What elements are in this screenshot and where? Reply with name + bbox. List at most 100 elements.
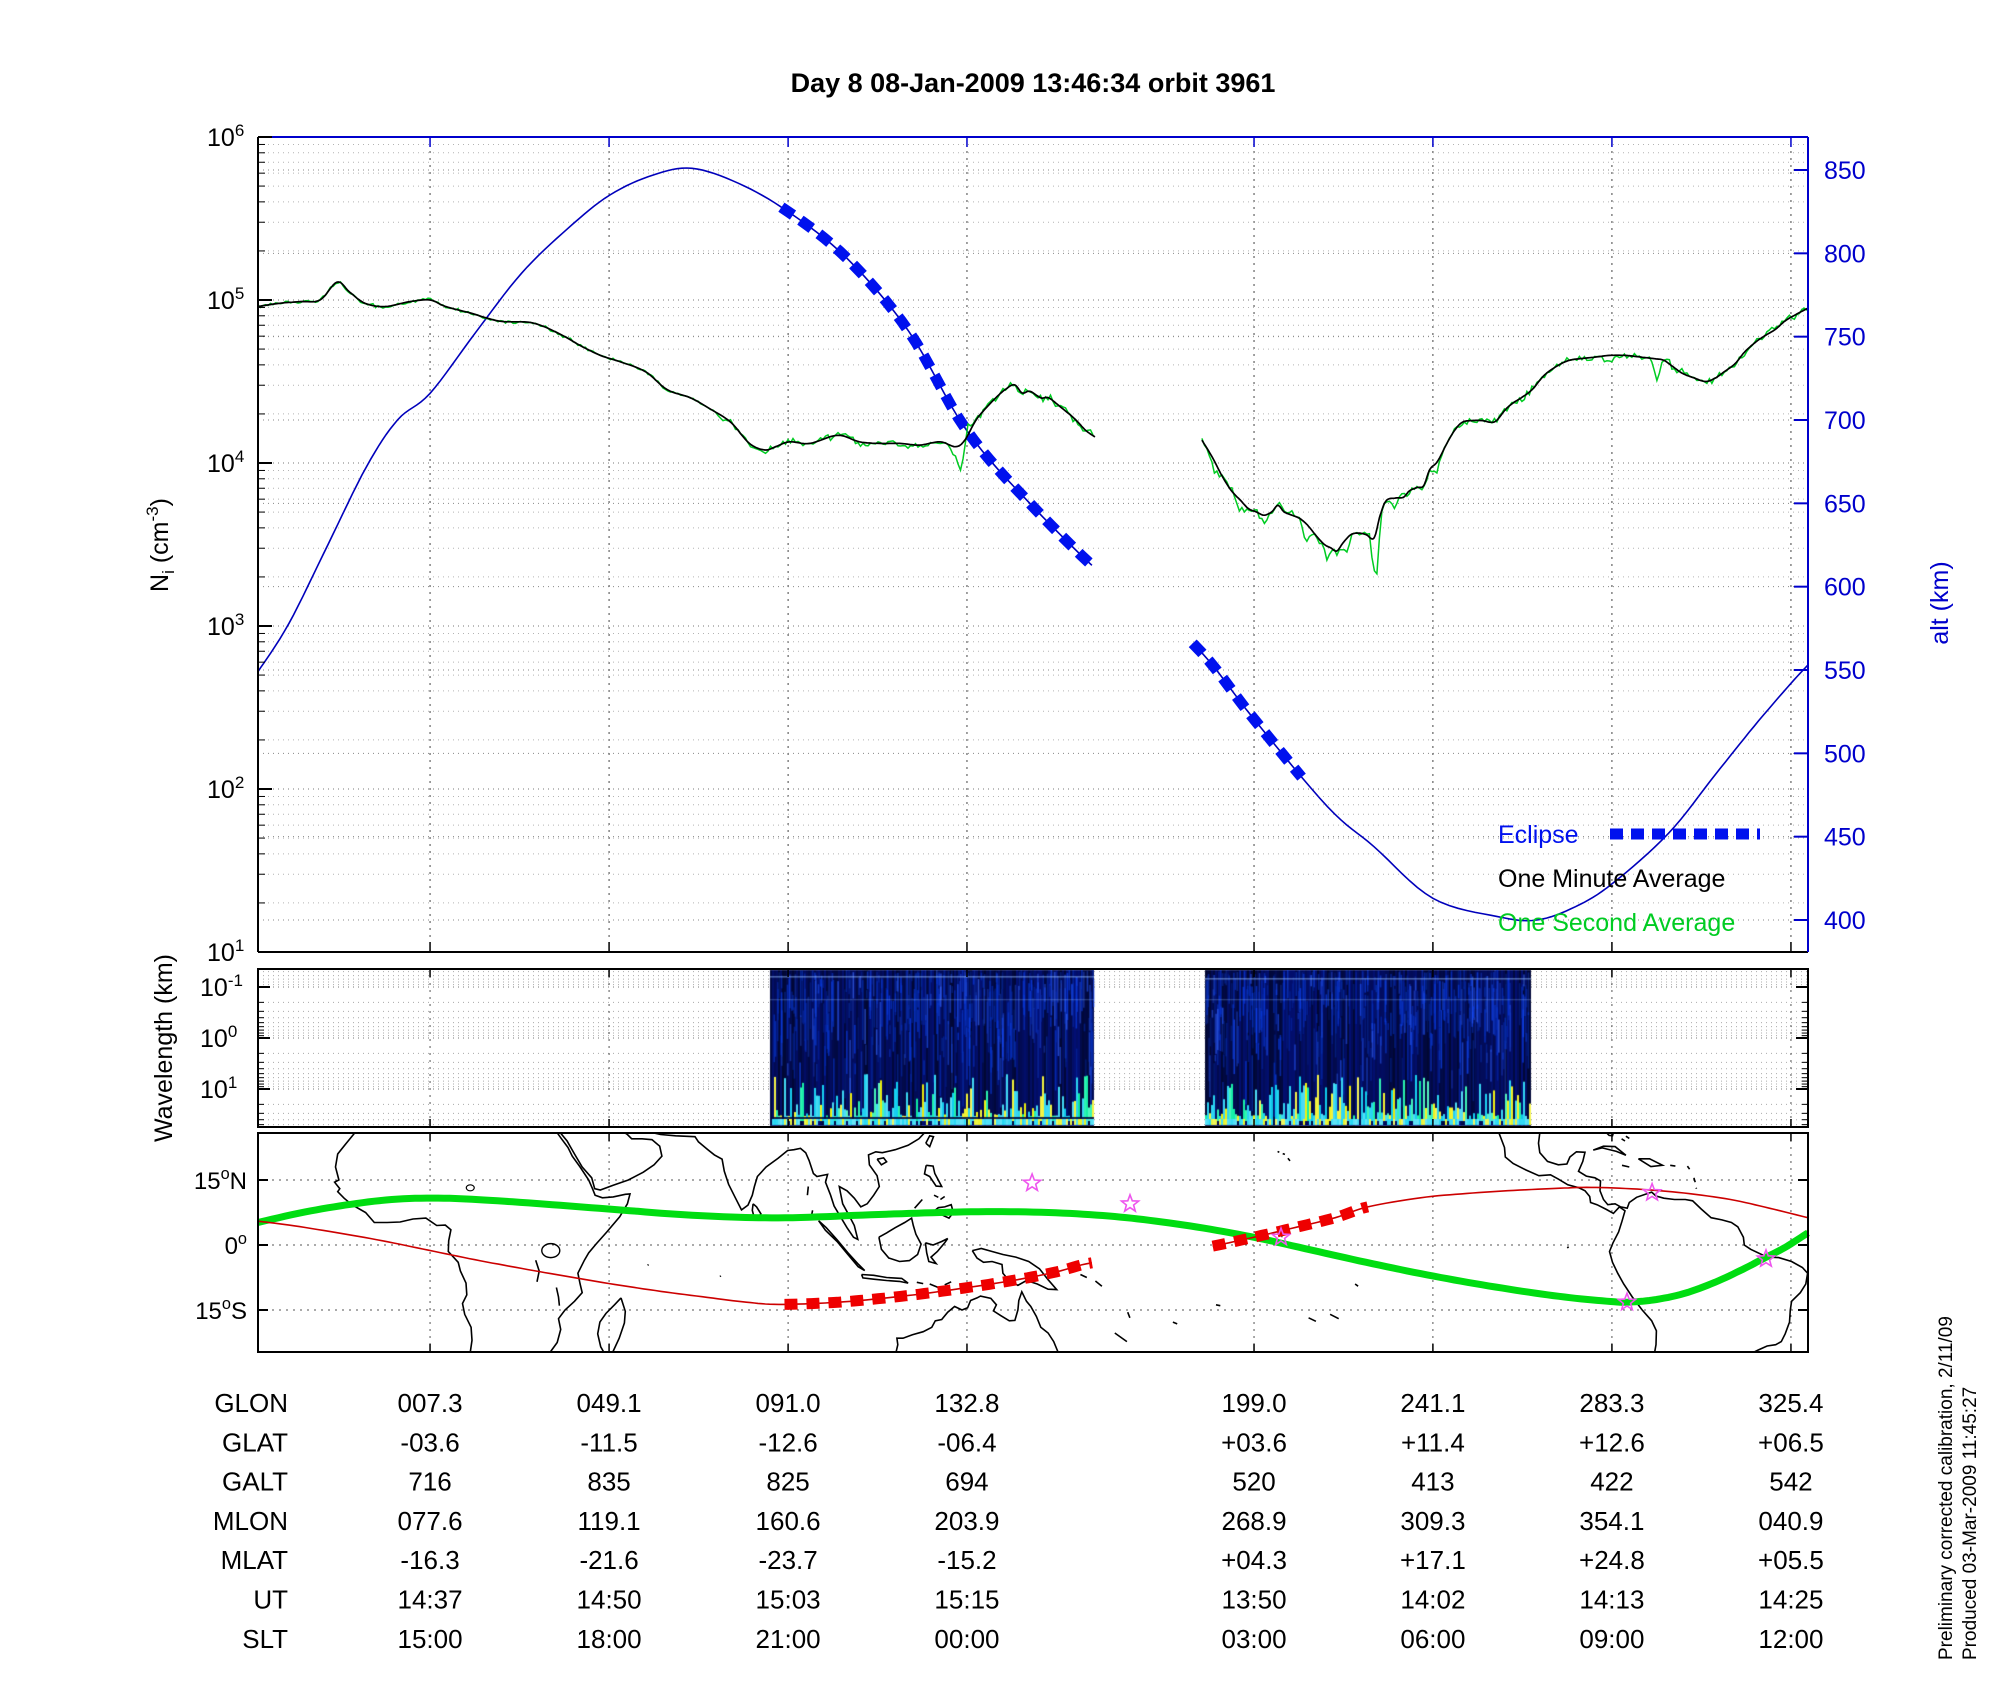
coastline bbox=[806, 1186, 810, 1196]
density-ytick-label: 106 bbox=[207, 121, 244, 152]
produced-note: Produced 03-Mar-2009 11:45:27 bbox=[1960, 1387, 1981, 1660]
coastline bbox=[878, 1216, 922, 1263]
map-lat-label: 15oS bbox=[195, 1295, 247, 1325]
table-cell: 15:15 bbox=[934, 1585, 999, 1615]
coastline bbox=[555, 1287, 561, 1306]
coastline bbox=[1637, 1158, 1666, 1168]
table-cell: 268.9 bbox=[1221, 1506, 1286, 1536]
coastline bbox=[1625, 1135, 1630, 1140]
coastline bbox=[1566, 1246, 1570, 1249]
table-cell: 091.0 bbox=[756, 1388, 821, 1418]
map-lat-label: 0o bbox=[225, 1230, 247, 1260]
coastline bbox=[719, 1275, 722, 1278]
coastline bbox=[1287, 1157, 1291, 1162]
ground-station-star bbox=[1021, 1171, 1043, 1193]
magnetic-equator-track bbox=[257, 1194, 1810, 1306]
eclipse-marker-curve bbox=[778, 202, 1096, 570]
coastline bbox=[1080, 1273, 1088, 1279]
table-cell: +12.6 bbox=[1579, 1427, 1645, 1457]
table-cell: 203.9 bbox=[934, 1506, 999, 1536]
map-lat-label: 15oN bbox=[194, 1165, 247, 1195]
table-cell: 354.1 bbox=[1579, 1506, 1644, 1536]
table-row-label: SLT bbox=[242, 1624, 288, 1654]
ground-station-star bbox=[1641, 1181, 1663, 1202]
coastline bbox=[612, 1297, 627, 1353]
density-ytick-label: 101 bbox=[207, 936, 244, 967]
ground-track bbox=[1212, 1186, 1809, 1247]
coastline bbox=[1277, 1150, 1280, 1154]
table-cell: 14:25 bbox=[1758, 1585, 1823, 1615]
table-row-label: UT bbox=[253, 1585, 288, 1615]
ground-station-star bbox=[1755, 1247, 1777, 1268]
alt-tick-label: 400 bbox=[1824, 907, 1866, 935]
ground-station-star bbox=[1616, 1290, 1638, 1312]
table-cell: 14:13 bbox=[1579, 1585, 1644, 1615]
table-cell: 040.9 bbox=[1758, 1506, 1823, 1536]
table-cell: 422 bbox=[1590, 1467, 1633, 1497]
table-cell: +03.6 bbox=[1221, 1427, 1287, 1457]
ground-station-star bbox=[1270, 1225, 1292, 1247]
alt-tick-label: 800 bbox=[1824, 240, 1866, 268]
footer-table: GLON 007.3 049.1 091.0 132.8 199.0 241.1 283.3 3… bbox=[213, 1388, 1824, 1654]
map-frame bbox=[257, 1132, 1809, 1353]
coastline bbox=[647, 1263, 650, 1266]
table-cell: 413 bbox=[1411, 1467, 1454, 1497]
coastline bbox=[939, 1195, 946, 1201]
coastline bbox=[333, 1132, 473, 1353]
table-cell: 132.8 bbox=[934, 1388, 999, 1418]
wavelength-ytick-label: 10-1 bbox=[200, 971, 243, 1002]
table-cell: -12.6 bbox=[758, 1427, 817, 1457]
table-cell: +05.5 bbox=[1758, 1545, 1824, 1575]
ground-station-star bbox=[1119, 1192, 1141, 1213]
alt-tick-label: 500 bbox=[1824, 740, 1866, 768]
table-cell: 542 bbox=[1769, 1467, 1812, 1497]
wavelength-ytick-label: 100 bbox=[200, 1022, 237, 1053]
coastline bbox=[1537, 1132, 1809, 1353]
coastline bbox=[895, 1289, 1059, 1353]
wavelength-panel: 10-1 100 101 Wavelength (km) bbox=[150, 954, 1809, 1142]
table-cell: 160.6 bbox=[756, 1506, 821, 1536]
table-cell: 12:00 bbox=[1758, 1624, 1823, 1654]
coastline bbox=[1282, 1152, 1286, 1156]
coastline bbox=[933, 1194, 939, 1199]
alt-ylabel: alt (km) bbox=[1926, 561, 1954, 644]
coastline bbox=[860, 1273, 909, 1284]
coastline bbox=[1605, 1132, 1615, 1137]
wavelength-frame bbox=[257, 968, 1809, 1128]
coastline bbox=[1329, 1313, 1340, 1320]
alt-tick-label: 600 bbox=[1824, 574, 1866, 602]
table-cell: +24.8 bbox=[1579, 1545, 1645, 1575]
one-minute-average-curve bbox=[1201, 307, 1809, 553]
coastline bbox=[971, 1247, 1059, 1291]
coastline bbox=[923, 1164, 944, 1188]
wavelength-spectrogram bbox=[258, 969, 1808, 1127]
coastline bbox=[1126, 1311, 1131, 1319]
table-cell: 21:00 bbox=[756, 1624, 821, 1654]
coastline bbox=[1215, 1304, 1221, 1307]
table-cell: 825 bbox=[766, 1467, 809, 1497]
coastline bbox=[1281, 1235, 1283, 1238]
alt-tick-label: 450 bbox=[1824, 824, 1866, 852]
coastline bbox=[944, 1281, 952, 1286]
table-cell: -23.7 bbox=[758, 1545, 817, 1575]
coastline bbox=[914, 1198, 923, 1209]
table-row-label: GLON bbox=[214, 1388, 288, 1418]
coastline bbox=[1621, 1164, 1630, 1168]
table-row-label: MLAT bbox=[221, 1545, 289, 1575]
density-ytick-label: 105 bbox=[207, 284, 244, 315]
table-cell: 007.3 bbox=[398, 1388, 463, 1418]
one-second-average-curve bbox=[1201, 307, 1808, 576]
coastline bbox=[1498, 1132, 1658, 1353]
table-cell: 18:00 bbox=[577, 1624, 642, 1654]
coastline bbox=[929, 1283, 939, 1289]
coastline bbox=[924, 1237, 949, 1266]
table-cell: 15:03 bbox=[756, 1585, 821, 1615]
one-minute-average-curve bbox=[257, 281, 1096, 451]
coastline bbox=[653, 1132, 926, 1241]
table-cell: 694 bbox=[945, 1467, 988, 1497]
table-cell: +06.5 bbox=[1758, 1427, 1824, 1457]
coastline bbox=[549, 1132, 632, 1353]
coastline bbox=[1114, 1332, 1128, 1343]
table-cell: -11.5 bbox=[580, 1427, 637, 1457]
